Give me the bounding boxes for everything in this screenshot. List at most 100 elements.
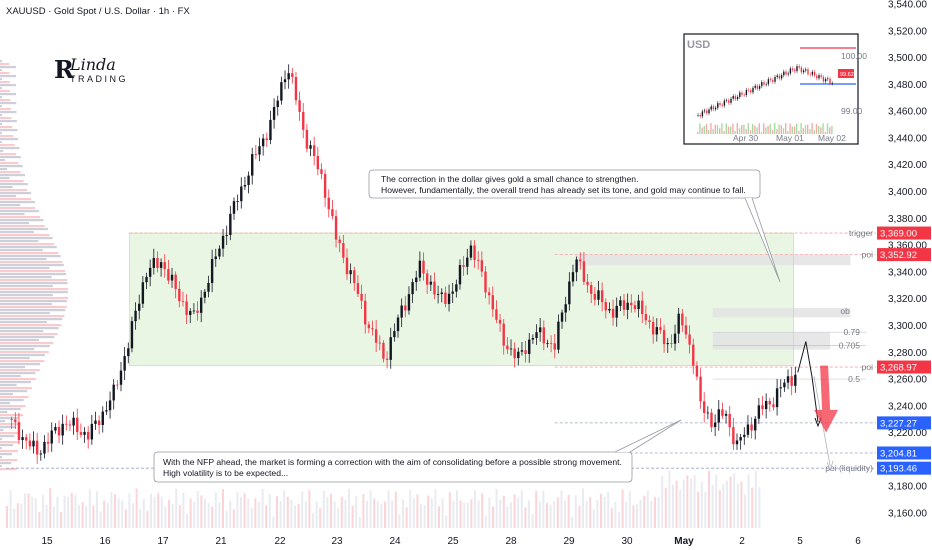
volume-profile-row — [0, 96, 2, 99]
inset-candle — [758, 86, 761, 89]
y-tick-label: 3,220.00 — [888, 428, 927, 439]
candle-body — [141, 282, 145, 304]
time-axis[interactable]: 15 16 17 21 22 23 24 25 28 29 30 May 2 5 6 — [0, 530, 876, 550]
volume-profile-row — [0, 315, 65, 318]
volume-bar — [114, 494, 116, 528]
volume-bar — [200, 495, 203, 528]
candle-body — [269, 119, 272, 141]
inset-candle — [763, 82, 765, 85]
inset-volume — [738, 128, 741, 134]
inset-candle — [767, 79, 770, 85]
volume-bar — [132, 503, 134, 528]
candle-body — [542, 327, 546, 344]
annotation-dollar: The correction in the dollar gives gold … — [368, 169, 781, 283]
candle-body — [134, 310, 137, 322]
volume-profile-row — [0, 114, 2, 117]
candle-body — [564, 304, 567, 313]
volume-profile-row — [0, 87, 2, 90]
volume-profile-row — [0, 276, 52, 279]
price-axis[interactable]: 3,540.00 3,520.00 3,500.00 3,480.00 3,460.00… — [876, 0, 932, 550]
volume-profile-row — [0, 345, 50, 348]
usd-inset-xtick-0: Apr 30 — [733, 133, 758, 143]
volume-profile-row — [0, 180, 24, 183]
volume-bar — [366, 500, 368, 528]
candle-body — [229, 213, 232, 235]
volume-profile-row — [0, 444, 14, 447]
volume-bar — [441, 498, 444, 528]
inset-candle — [807, 69, 809, 75]
inset-volume — [756, 127, 758, 134]
inset-candle — [827, 78, 829, 80]
inset-candle — [809, 74, 811, 75]
volume-bar — [99, 511, 102, 528]
inset-candle — [741, 92, 743, 95]
inset-candle — [750, 90, 752, 93]
volume-profile-row — [0, 132, 2, 135]
candle-body — [218, 248, 221, 257]
y-tick-label: 3,520.00 — [888, 26, 927, 37]
candle-body — [320, 169, 323, 174]
candle-body — [615, 305, 618, 318]
inset-candle — [780, 75, 783, 79]
candle-body — [743, 434, 746, 438]
candle-body — [207, 282, 210, 292]
inset-candle — [703, 110, 706, 112]
inset-volume — [811, 123, 813, 134]
volume-profile-row — [0, 183, 28, 186]
volume-bar — [398, 514, 401, 528]
volume-bar — [747, 474, 750, 528]
level-name-5: poi (liquidity) — [825, 463, 873, 473]
volume-profile-row — [0, 432, 20, 435]
inset-volume — [829, 127, 831, 134]
candle-body — [364, 300, 367, 325]
volume-profile-row — [0, 174, 26, 177]
candle-body — [699, 376, 702, 402]
candle-body — [651, 321, 655, 335]
candle-body — [396, 317, 400, 332]
big-down-arrow — [814, 365, 839, 433]
candle-body — [692, 344, 695, 366]
candle-body — [181, 301, 185, 302]
candle-body — [655, 327, 659, 335]
volume-bar — [729, 476, 732, 528]
projection-line — [797, 341, 819, 422]
volume-profile-row — [0, 258, 47, 261]
volume-bar — [85, 506, 88, 528]
volume-bar — [186, 514, 188, 528]
volume-bar — [189, 498, 192, 528]
arrows-layer — [797, 341, 839, 472]
y-tick-label: 3,500.00 — [888, 53, 927, 64]
volume-bar — [286, 496, 289, 528]
volume-profile-row — [0, 429, 4, 432]
candle-body — [447, 293, 451, 304]
candle-body — [579, 259, 582, 262]
candle-body — [611, 308, 615, 318]
candle-body — [167, 269, 170, 281]
volume-bar — [160, 496, 163, 528]
candle-body — [342, 243, 345, 258]
volume-profile-row — [0, 228, 49, 231]
volume-bar — [38, 512, 41, 528]
volume-bar — [726, 480, 728, 528]
candle-body — [389, 337, 392, 360]
inset-volume — [758, 123, 760, 134]
candle-body — [21, 437, 24, 441]
y-tick-label: 3,420.00 — [888, 160, 927, 171]
candle-body — [309, 145, 312, 149]
inset-volume — [804, 125, 807, 134]
inset-volume — [793, 126, 796, 134]
candle-body — [65, 423, 68, 425]
volume-bar — [639, 499, 642, 528]
x-tick-label: 2 — [739, 536, 745, 547]
inset-candle — [794, 69, 796, 72]
volume-bar — [207, 503, 210, 528]
candle-body — [294, 77, 298, 101]
volume-bar — [344, 500, 347, 528]
candle-body — [455, 284, 458, 292]
volume-bar — [664, 487, 667, 528]
volume-profile-row — [0, 378, 36, 381]
candle-body — [76, 417, 79, 433]
candle-body — [571, 272, 575, 282]
candle-body — [593, 293, 597, 300]
